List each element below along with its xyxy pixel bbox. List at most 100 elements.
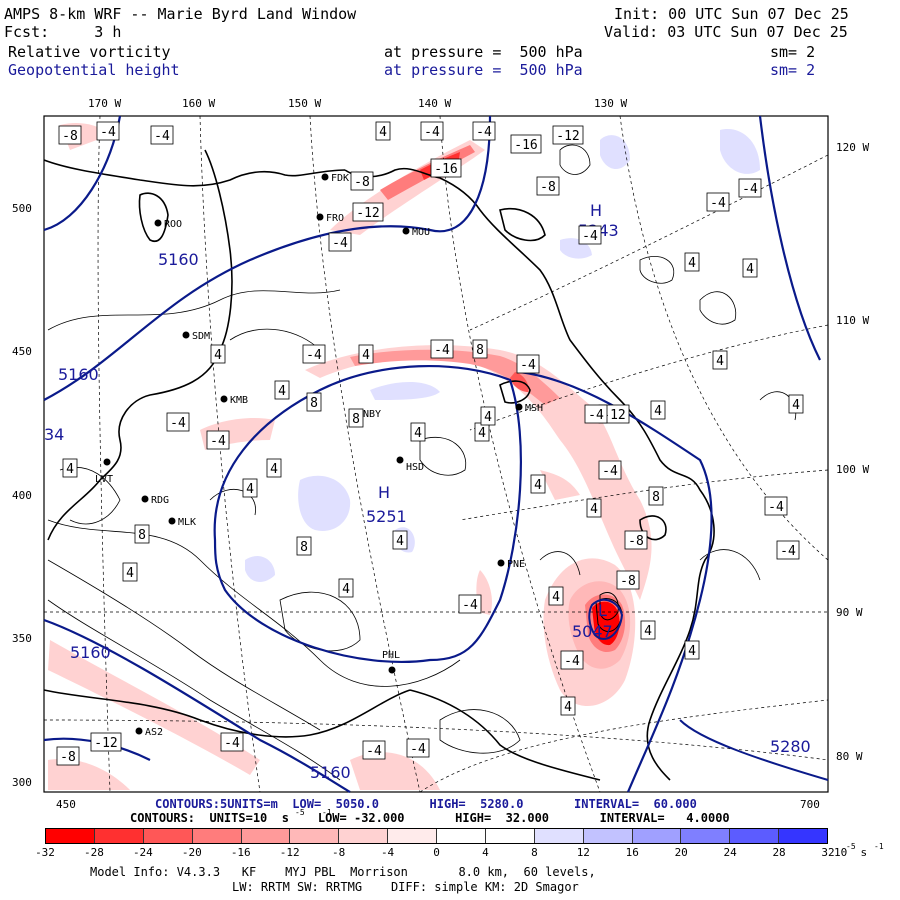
colorbar-swatch	[485, 829, 535, 843]
svg-text:4: 4	[746, 262, 754, 277]
colorbar-tick-label: 16	[625, 846, 639, 859]
geopotential-height-contours	[43, 115, 821, 793]
model-physics: LW: RRTM SW: RRTMG DIFF: simple KM: 2D S…	[232, 880, 579, 894]
svg-text:-4: -4	[780, 544, 796, 559]
y-label: 450	[12, 345, 32, 358]
vorticity-value-label: 8	[348, 408, 364, 428]
svg-text:-12: -12	[94, 736, 117, 751]
svg-text:-4: -4	[564, 654, 580, 669]
vorticity-value-label: 4	[548, 586, 564, 606]
svg-text:-8: -8	[628, 534, 644, 549]
lon-label: 150 W	[288, 97, 321, 110]
vort-contour-text: CONTOURS: UNITS=10 s LOW= -32.000 HIGH= …	[130, 811, 730, 825]
colorbar-unit: 10 s	[834, 846, 868, 859]
vorticity-value-label: -4	[302, 344, 326, 364]
svg-text:4: 4	[278, 384, 286, 399]
station-label: LVT	[95, 474, 113, 485]
svg-text:-4: -4	[768, 500, 784, 515]
colorbar-tick-label: -32	[35, 846, 55, 859]
y-label: 400	[12, 489, 32, 502]
vorticity-value-label: -4	[578, 225, 602, 245]
svg-text:-4: -4	[332, 236, 348, 251]
svg-text:-4: -4	[306, 348, 322, 363]
height-label: 5160	[310, 763, 351, 782]
station-as2	[135, 727, 143, 735]
svg-text:-4: -4	[424, 125, 440, 140]
vorticity-value-label: 4	[210, 344, 226, 364]
svg-text:4: 4	[716, 354, 724, 369]
svg-text:-4: -4	[210, 434, 226, 449]
colorbar-swatch	[46, 829, 95, 843]
colorbar-tick-label: 4	[482, 846, 489, 859]
vorticity-value-label: -4	[458, 594, 482, 614]
svg-text:-4: -4	[582, 229, 598, 244]
colorbar-swatch	[437, 829, 486, 843]
vorticity-value-label: 4	[392, 530, 408, 550]
vorticity-contour-info: CONTOURS: UNITS=10 s LOW= -32.000 HIGH= …	[130, 812, 730, 825]
vorticity-value-label: -4	[738, 178, 762, 198]
svg-text:8: 8	[476, 343, 484, 358]
left-y-labels: 500 450 400 350 300	[12, 202, 32, 789]
lon-label: 110 W	[836, 314, 869, 327]
svg-text:4: 4	[688, 256, 696, 271]
station-lvt	[103, 458, 111, 466]
svg-text:4: 4	[414, 426, 422, 441]
station-phl	[388, 666, 396, 674]
svg-text:-8: -8	[540, 180, 556, 195]
svg-text:4: 4	[688, 644, 696, 659]
colorbar-tick-label: 32	[821, 846, 835, 859]
lon-label: 140 W	[418, 97, 451, 110]
vorticity-value-label: 4	[788, 394, 804, 414]
colorbar-swatch	[241, 829, 291, 843]
vorticity-value-label: -12	[352, 202, 384, 222]
lon-label: 100 W	[836, 463, 869, 476]
vorticity-value-label: -8	[616, 570, 640, 590]
station-label: MLK	[178, 517, 196, 528]
vorticity-value-label: 4	[640, 620, 656, 640]
lon-label: 130 W	[594, 97, 627, 110]
x-label: 450	[56, 798, 76, 811]
vorticity-value-label: -4	[776, 540, 800, 560]
vorticity-colorbar	[45, 828, 828, 844]
station-msh	[515, 403, 523, 411]
station-mou	[402, 227, 410, 235]
svg-text:-4: -4	[410, 742, 426, 757]
svg-text:4: 4	[379, 125, 387, 140]
field-2-smooth: sm= 2	[770, 61, 816, 79]
vorticity-value-label: 4	[712, 350, 728, 370]
colorbar-tick-label: 20	[674, 846, 688, 859]
station-label: MOU	[412, 227, 430, 238]
vorticity-value-label: 4	[358, 344, 374, 364]
positive-vorticity-shading	[245, 129, 760, 582]
colorbar-tick-label: 0	[433, 846, 440, 859]
vorticity-value-label: 4	[480, 406, 496, 426]
station-pne	[497, 559, 505, 567]
vorticity-value-label: -12	[552, 125, 584, 145]
vorticity-value-label: 4	[375, 121, 391, 141]
map-frame	[43, 115, 829, 793]
vorticity-value-label: -4	[206, 430, 230, 450]
station-rdg	[141, 495, 149, 503]
vorticity-value-label: -4	[516, 354, 540, 374]
vorticity-value-label: 4	[242, 478, 258, 498]
vorticity-value-label: -16	[510, 134, 542, 154]
svg-text:8: 8	[652, 490, 660, 505]
vorticity-value-label: 4	[742, 258, 758, 278]
vorticity-value-label: -4	[560, 650, 584, 670]
vorticity-value-label: 4	[266, 458, 282, 478]
svg-text:-12: -12	[356, 206, 379, 221]
init-time: Init: 00 UTC Sun 07 Dec 25	[614, 5, 849, 23]
colorbar-tick-label: -16	[230, 846, 251, 859]
station-markers	[103, 173, 523, 735]
height-contour-info: CONTOURS:5UNITS=m LOW= 5050.0 HIGH= 5280…	[155, 797, 697, 811]
svg-text:4: 4	[644, 624, 652, 639]
vorticity-value-label: -4	[220, 732, 244, 752]
svg-text:8: 8	[310, 396, 318, 411]
svg-text:-4: -4	[462, 598, 478, 613]
height-label: 5160	[58, 365, 99, 384]
svg-text:4: 4	[126, 566, 134, 581]
station-label: RDG	[151, 495, 169, 506]
colorbar-tick-label: -12	[279, 846, 300, 859]
vorticity-contours	[47, 144, 797, 781]
colorbar-unit-exp: -5	[846, 842, 856, 851]
